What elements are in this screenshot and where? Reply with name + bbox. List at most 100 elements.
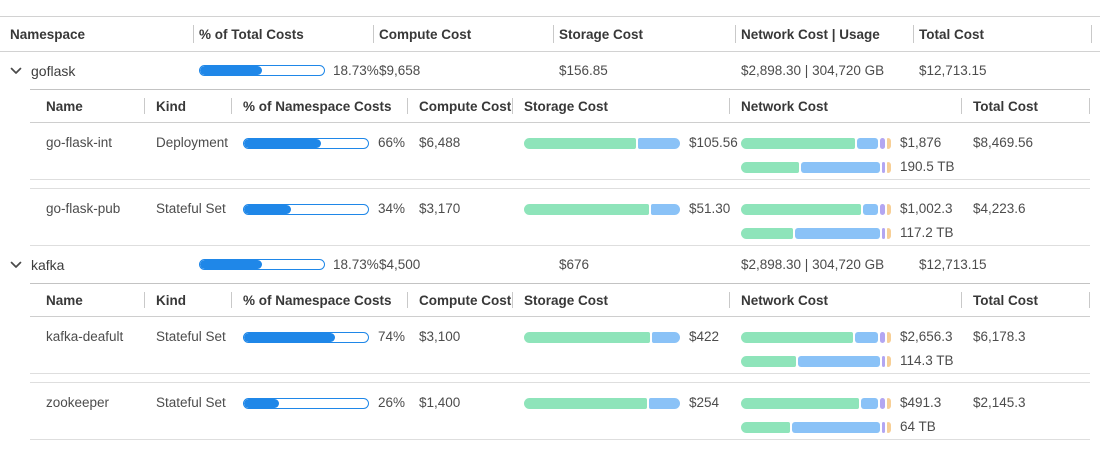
bar-segment (881, 421, 885, 433)
chevron-down-icon[interactable] (10, 261, 22, 269)
subcolumn-header-storage-cost: Storage Cost (512, 284, 729, 316)
subcolumn-header-name: Name (46, 98, 83, 114)
bar-segment (741, 227, 793, 239)
workload-kind: Deployment (156, 135, 229, 150)
network-usage-bar (741, 161, 891, 173)
subcolumn-header-pct-namespace-costs: % of Namespace Costs (231, 90, 407, 122)
chevron-down-icon[interactable] (10, 67, 22, 75)
workload-kind: Stateful Set (156, 395, 226, 410)
namespace-compute-cost: $4,500 (379, 257, 421, 272)
workload-name: kafka-deafult (46, 329, 124, 344)
bar-segment (797, 355, 880, 367)
network-cost-bar (741, 203, 891, 215)
bar-segment (886, 227, 891, 239)
namespace-compute-cost: $9,658 (379, 63, 421, 78)
bar-segment (886, 161, 891, 173)
namespace-network-cost-usage: $2,898.30 | 304,720 GB (741, 257, 885, 272)
bar-segment (524, 397, 648, 409)
bar-segment (886, 137, 891, 149)
bar-segment (881, 355, 885, 367)
bar-segment (794, 227, 880, 239)
network-usage-value: 190.5 TB (900, 159, 955, 174)
pct-total-costs-value: 18.73% (333, 257, 379, 272)
network-cost-bar (741, 331, 891, 343)
subcolumn-header-network-cost: Network Cost (729, 90, 961, 122)
subcolumn-header-network-cost: Network Cost (729, 284, 961, 316)
pct-total-costs-value: 18.73% (333, 63, 379, 78)
storage-cost-value: $105.56 (689, 135, 738, 150)
workload-row[interactable]: zookeeper Stateful Set 26% $1,400 $254 $… (30, 382, 1090, 440)
storage-cost-bar (524, 331, 680, 343)
bar-segment (856, 137, 879, 149)
subcolumn-header-compute-cost: Compute Cost (407, 284, 512, 316)
pct-namespace-costs-bar (243, 331, 369, 343)
subcolumn-header-kind: Kind (144, 90, 231, 122)
network-cost-bar (741, 137, 891, 149)
namespace-cost-table: Namespace % of Total Costs Compute Cost … (0, 16, 1100, 440)
network-usage-value: 117.2 TB (900, 225, 954, 240)
column-header-network-cost-usage: Network Cost | Usage (735, 17, 913, 51)
storage-cost-bar (524, 203, 680, 215)
bar-segment (524, 137, 637, 149)
namespace-total-cost: $12,713.15 (919, 63, 987, 78)
namespace-row[interactable]: goflask 18.73% $9,658 $156.85 $2,898.30 … (0, 52, 1100, 89)
bar-segment (800, 161, 880, 173)
storage-cost-value: $422 (689, 329, 720, 344)
bar-segment (791, 421, 880, 433)
workload-total-cost: $6,178.3 (973, 329, 1026, 344)
bar-segment (741, 421, 790, 433)
namespace-block: kafka 18.73% $4,500 $676 $2,898.30 | 304… (0, 246, 1100, 440)
subcolumn-header-total-cost: Total Cost (961, 284, 1090, 316)
workload-name: go-flask-int (46, 135, 113, 150)
pct-namespace-costs-value: 34% (378, 201, 406, 216)
network-usage-bar (741, 355, 891, 367)
subcolumn-header-total-cost: Total Cost (961, 90, 1090, 122)
workload-name: go-flask-pub (46, 201, 121, 216)
workload-row[interactable]: go-flask-int Deployment 66% $6,488 $105.… (30, 123, 1090, 180)
column-header-compute-cost: Compute Cost (373, 17, 553, 51)
workload-row[interactable]: kafka-deafult Stateful Set 74% $3,100 $4… (30, 317, 1090, 374)
network-cost-value: $2,656.3 (900, 329, 953, 344)
bar-segment (880, 137, 885, 149)
column-header-total-cost: Total Cost (913, 17, 1100, 51)
storage-cost-bar (524, 397, 680, 409)
pct-total-costs-bar (199, 65, 325, 76)
pct-namespace-costs-value: 74% (378, 329, 406, 344)
workload-row[interactable]: go-flask-pub Stateful Set 34% $3,170 $51… (30, 188, 1090, 246)
namespace-name: goflask (31, 62, 76, 79)
network-usage-value: 64 TB (900, 419, 936, 434)
workload-compute-cost: $3,100 (419, 329, 461, 344)
column-header-pct-total-costs: % of Total Costs (193, 17, 373, 51)
network-cost-value: $1,876 (900, 135, 942, 150)
bar-segment (741, 161, 799, 173)
namespace-rows-container: goflask 18.73% $9,658 $156.85 $2,898.30 … (0, 52, 1100, 440)
workload-total-cost: $4,223.6 (973, 201, 1026, 216)
namespace-storage-cost: $156.85 (559, 63, 608, 78)
bar-segment (741, 137, 855, 149)
bar-segment (880, 397, 885, 409)
workload-compute-cost: $3,170 (419, 201, 461, 216)
workload-compute-cost: $6,488 (419, 135, 461, 150)
bar-segment (650, 203, 680, 215)
network-usage-bar (741, 421, 891, 433)
subtable-header-row: Name Kind % of Namespace Costs Compute C… (30, 283, 1090, 317)
bar-segment (880, 203, 885, 215)
bar-segment (741, 203, 861, 215)
bar-segment (741, 397, 860, 409)
column-header-namespace: Namespace (10, 26, 86, 42)
pct-namespace-costs-bar (243, 137, 369, 149)
namespace-network-cost-usage: $2,898.30 | 304,720 GB (741, 63, 885, 78)
bar-segment (861, 397, 879, 409)
workload-total-cost: $2,145.3 (973, 395, 1026, 410)
pct-namespace-costs-bar (243, 397, 369, 409)
workload-kind: Stateful Set (156, 329, 226, 344)
network-usage-value: 114.3 TB (900, 353, 954, 368)
network-cost-value: $491.3 (900, 395, 942, 410)
namespace-block: goflask 18.73% $9,658 $156.85 $2,898.30 … (0, 52, 1100, 246)
namespace-row[interactable]: kafka 18.73% $4,500 $676 $2,898.30 | 304… (0, 246, 1100, 283)
bar-segment (886, 203, 891, 215)
subcolumn-header-kind: Kind (144, 284, 231, 316)
bar-segment (886, 421, 891, 433)
bar-segment (524, 331, 651, 343)
column-header-storage-cost: Storage Cost (553, 17, 735, 51)
